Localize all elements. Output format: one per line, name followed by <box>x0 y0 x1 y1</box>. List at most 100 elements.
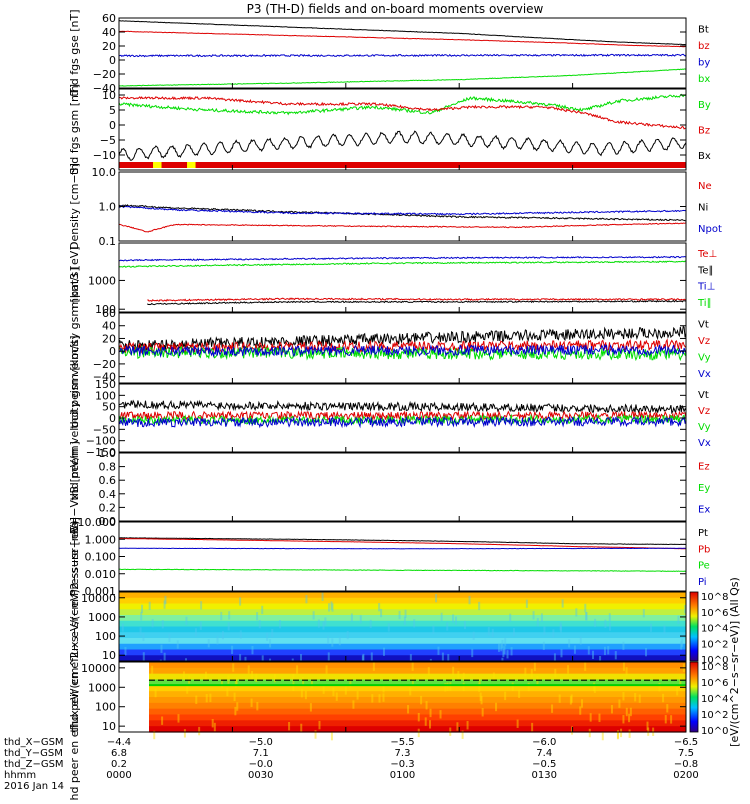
spectrogram-texture <box>226 687 229 697</box>
spectrogram-texture <box>256 612 259 621</box>
colorbar-tick: 10^4 <box>701 624 728 635</box>
spectrogram-texture <box>205 693 208 703</box>
legend-Pi: Pi <box>698 577 707 588</box>
spectrogram-texture <box>495 702 498 712</box>
spectrogram-band <box>149 685 686 692</box>
spectrogram-texture <box>139 627 142 636</box>
series-line-Ti∥ <box>118 260 687 268</box>
spectrogram-texture <box>186 685 189 694</box>
spectrogram-band <box>119 638 686 645</box>
colorbar-tick: 10^0 <box>701 726 728 737</box>
spectrogram-texture <box>261 655 264 664</box>
spectrogram-texture <box>300 688 303 698</box>
spectrogram-texture <box>378 603 381 612</box>
spectrogram-texture <box>232 663 235 672</box>
spectrogram-texture <box>446 622 449 631</box>
panel-frame <box>118 88 687 171</box>
ytick-label: 10000 <box>81 592 116 605</box>
spectrogram-texture <box>567 665 570 674</box>
spectrogram-texture <box>325 665 328 674</box>
spectrogram-texture <box>258 619 261 629</box>
spectrogram-texture <box>588 728 591 738</box>
series-line-Pe <box>118 568 687 572</box>
legend-Bx: Bx <box>698 151 711 162</box>
spectrogram-texture <box>666 704 669 713</box>
legend-Bt: Bt <box>698 24 709 35</box>
series-line-Pi <box>118 547 687 550</box>
spectrogram-texture <box>330 601 333 610</box>
spectrogram-texture <box>233 692 236 701</box>
series-line-Pt <box>119 537 687 546</box>
colorbar <box>689 591 699 662</box>
spectrogram-texture <box>452 666 455 676</box>
spectrogram-texture <box>239 630 242 639</box>
ytick-label: −50 <box>93 423 116 436</box>
spectrogram-texture <box>642 609 645 618</box>
panel-p7: Ez Ey Ex 1.00.80.60.40.20.0 E=−VxB [mV/m] <box>68 441 710 533</box>
spectrogram-texture <box>462 682 465 692</box>
spectrogram-band <box>149 673 686 681</box>
spectrogram-texture <box>608 622 611 631</box>
ytick-label: 1000 <box>88 681 116 694</box>
xaxis-row-label: thd_Y−GSM <box>4 748 63 759</box>
ytick-label: 10.0 <box>92 166 117 179</box>
spectrogram-texture <box>199 621 202 630</box>
spectrogram-texture <box>142 652 145 661</box>
xaxis-row-value: 0000 <box>106 770 131 781</box>
spectrogram-texture <box>247 665 250 674</box>
ytick-label: 0 <box>109 119 116 132</box>
legend-bx: bx <box>698 74 710 85</box>
date-label: 2016 Jan 14 <box>4 781 64 792</box>
ylabel-p3: Density [cm−3] <box>68 163 81 250</box>
ytick-label: 0.4 <box>99 488 117 501</box>
spectrogram-texture <box>456 722 459 731</box>
panel-frame <box>118 591 687 662</box>
spectrogram-texture <box>429 708 432 718</box>
panel-p3: Ne Ni Npot 10.0 1.0 0.1 Density [cm−3] <box>68 163 722 250</box>
series-line-Ni <box>118 204 686 222</box>
spectrogram-band <box>119 603 686 610</box>
panel-frame <box>118 661 687 733</box>
spectrogram-texture <box>646 721 649 730</box>
spectrogram-texture <box>599 656 602 665</box>
ytick-label: −40 <box>93 82 116 95</box>
ytick-label: 1.0 <box>99 447 117 460</box>
spectrogram-texture <box>151 665 154 675</box>
ylabel-p1: thd fgs gse [nT] <box>68 9 81 96</box>
spectrogram-texture <box>161 716 164 725</box>
panel-frame <box>118 452 687 522</box>
spectrogram-texture <box>585 612 588 621</box>
spectrogram-texture <box>151 619 154 628</box>
spectrogram-texture <box>579 636 582 645</box>
ytick-label: 60 <box>102 12 116 25</box>
spectrogram-texture <box>481 708 484 717</box>
spectrogram-texture <box>554 668 557 678</box>
spectrogram-band <box>119 609 686 616</box>
ytick-label: 60 <box>102 307 116 320</box>
spectrogram-texture <box>321 592 324 601</box>
spectrogram-texture <box>524 667 527 677</box>
ytick-label: 100 <box>95 701 116 714</box>
spectrogram-texture <box>437 646 440 655</box>
legend-Ti∥: Ti∥ <box>697 298 712 309</box>
legend-Te∥: Te∥ <box>697 265 714 276</box>
spectrogram-texture <box>141 604 144 614</box>
legend-Te⊥: Te⊥ <box>697 249 717 260</box>
legend-Pt: Pt <box>698 528 708 539</box>
ytick-label: 0 <box>109 345 116 358</box>
legend-Bz: Bz <box>698 126 710 137</box>
spectrogram-texture <box>154 688 157 698</box>
spectrogram-texture <box>585 612 588 621</box>
figure-title: P3 (TH-D) fields and on-board moments ov… <box>247 2 544 16</box>
spectrogram-texture <box>427 667 430 676</box>
spectrogram-texture <box>269 639 272 648</box>
spectrogram-texture <box>331 638 334 647</box>
spectrogram-texture <box>440 612 443 622</box>
spectrogram-texture <box>309 703 312 712</box>
spectrogram-texture <box>447 654 450 663</box>
spectrogram-texture <box>371 694 374 703</box>
xaxis-row-value: −0.0 <box>249 759 273 770</box>
spectrogram-texture <box>279 620 282 629</box>
spectrogram-texture <box>584 603 587 613</box>
legend-by: by <box>698 57 710 68</box>
